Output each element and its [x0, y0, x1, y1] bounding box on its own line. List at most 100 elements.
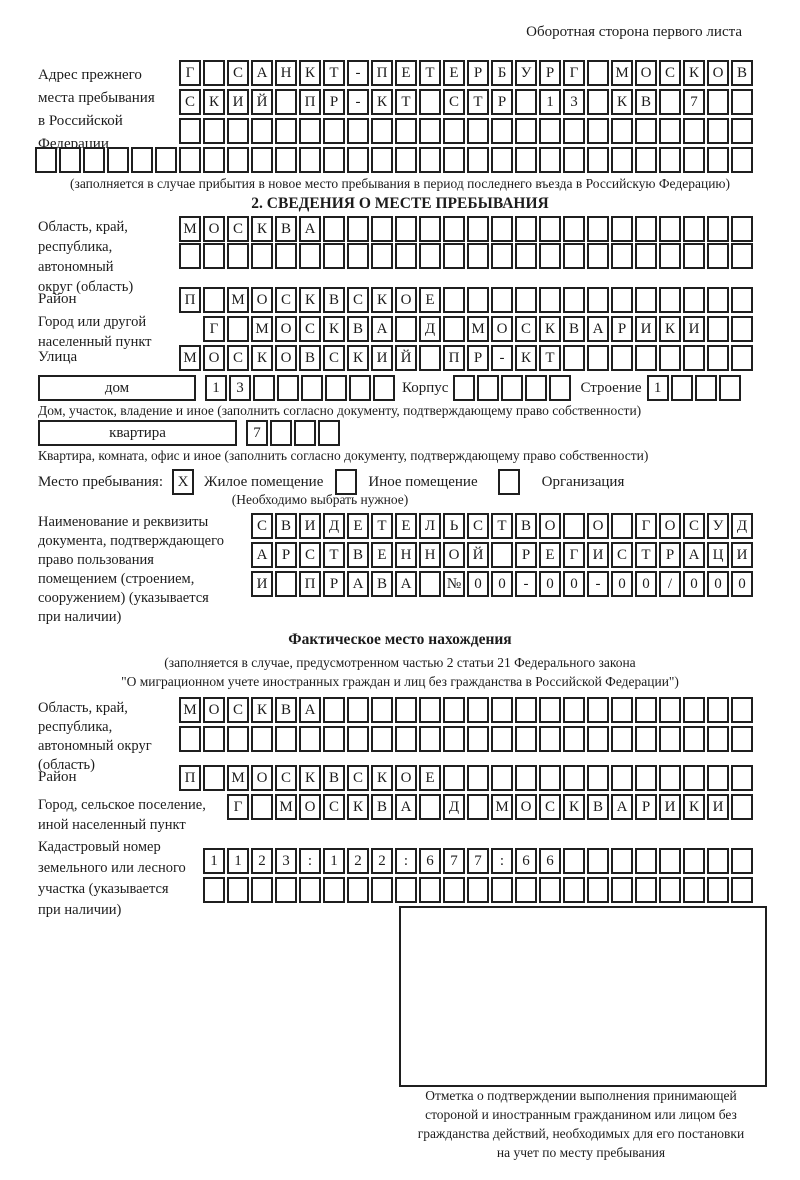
char-box[interactable] — [635, 287, 657, 313]
char-box[interactable] — [587, 877, 609, 903]
char-box[interactable] — [563, 345, 585, 371]
char-box[interactable] — [635, 147, 657, 173]
char-box[interactable]: В — [323, 287, 345, 313]
char-box[interactable] — [275, 877, 297, 903]
char-box[interactable]: С — [251, 513, 273, 539]
char-box[interactable]: О — [203, 345, 225, 371]
char-box[interactable] — [251, 118, 273, 144]
char-box[interactable]: П — [443, 345, 465, 371]
char-box[interactable] — [371, 697, 393, 723]
char-box[interactable]: Р — [491, 89, 513, 115]
char-box[interactable]: С — [275, 287, 297, 313]
char-box[interactable]: М — [179, 345, 201, 371]
char-box[interactable]: К — [563, 794, 585, 820]
char-box[interactable] — [563, 877, 585, 903]
char-box[interactable] — [731, 316, 753, 342]
char-box[interactable] — [587, 726, 609, 752]
char-box[interactable] — [371, 877, 393, 903]
char-box[interactable] — [539, 726, 561, 752]
char-box[interactable] — [227, 147, 249, 173]
char-box[interactable]: Н — [275, 60, 297, 86]
char-box[interactable] — [419, 118, 441, 144]
char-box[interactable] — [347, 216, 369, 242]
char-box[interactable] — [515, 726, 537, 752]
char-box[interactable]: Й — [395, 345, 417, 371]
char-box[interactable]: Р — [275, 542, 297, 568]
char-box[interactable] — [395, 877, 417, 903]
char-box[interactable] — [731, 243, 753, 269]
char-box[interactable] — [707, 287, 729, 313]
char-box[interactable]: : — [491, 848, 513, 874]
char-box[interactable]: К — [539, 316, 561, 342]
char-box[interactable] — [563, 726, 585, 752]
char-box[interactable] — [683, 216, 705, 242]
char-box[interactable]: А — [587, 316, 609, 342]
char-box[interactable]: С — [467, 513, 489, 539]
char-box[interactable]: С — [443, 89, 465, 115]
char-box[interactable] — [275, 571, 297, 597]
char-box[interactable]: А — [611, 794, 633, 820]
char-box[interactable]: Р — [515, 542, 537, 568]
char-box[interactable]: О — [515, 794, 537, 820]
char-box[interactable]: О — [203, 697, 225, 723]
char-box[interactable] — [731, 216, 753, 242]
char-box[interactable] — [203, 765, 225, 791]
apartment-number-cells[interactable]: 7 — [246, 420, 340, 446]
char-box[interactable] — [683, 147, 705, 173]
char-box[interactable] — [277, 375, 299, 401]
char-box[interactable]: Н — [395, 542, 417, 568]
char-box[interactable] — [203, 243, 225, 269]
char-box[interactable] — [301, 375, 323, 401]
char-box[interactable] — [373, 375, 395, 401]
char-box[interactable] — [323, 147, 345, 173]
char-box[interactable] — [467, 147, 489, 173]
char-box[interactable] — [491, 243, 513, 269]
cadastre-row-2[interactable] — [203, 877, 753, 903]
char-box[interactable]: С — [299, 316, 321, 342]
char-box[interactable] — [501, 375, 524, 401]
char-box[interactable] — [443, 726, 465, 752]
char-box[interactable]: 2 — [371, 848, 393, 874]
char-box[interactable] — [491, 147, 513, 173]
char-box[interactable]: О — [299, 794, 321, 820]
char-box[interactable]: Т — [419, 60, 441, 86]
char-box[interactable] — [179, 118, 201, 144]
char-box[interactable] — [635, 118, 657, 144]
char-box[interactable] — [683, 287, 705, 313]
char-box[interactable]: О — [659, 513, 681, 539]
stay-type-checkbox-other[interactable] — [335, 469, 358, 495]
stroenie-cells[interactable]: 1 — [646, 375, 741, 401]
char-box[interactable] — [395, 243, 417, 269]
char-box[interactable] — [371, 216, 393, 242]
char-box[interactable] — [587, 118, 609, 144]
char-box[interactable]: М — [467, 316, 489, 342]
char-box[interactable] — [563, 848, 585, 874]
char-box[interactable]: В — [347, 316, 369, 342]
char-box[interactable] — [707, 118, 729, 144]
char-box[interactable] — [443, 316, 465, 342]
char-box[interactable] — [731, 794, 753, 820]
char-box[interactable]: С — [227, 345, 249, 371]
char-box[interactable] — [203, 877, 225, 903]
char-box[interactable] — [731, 877, 753, 903]
char-box[interactable] — [611, 726, 633, 752]
char-box[interactable] — [395, 697, 417, 723]
char-box[interactable]: П — [179, 765, 201, 791]
char-box[interactable]: В — [323, 765, 345, 791]
char-box[interactable] — [467, 243, 489, 269]
char-box[interactable] — [419, 571, 441, 597]
char-box[interactable] — [491, 542, 513, 568]
char-box[interactable] — [467, 216, 489, 242]
char-box[interactable] — [419, 89, 441, 115]
char-box[interactable] — [731, 345, 753, 371]
char-box[interactable]: М — [179, 697, 201, 723]
char-box[interactable] — [467, 287, 489, 313]
char-box[interactable] — [549, 375, 572, 401]
char-box[interactable]: К — [683, 60, 705, 86]
char-box[interactable]: : — [299, 848, 321, 874]
char-box[interactable] — [707, 243, 729, 269]
char-box[interactable]: К — [371, 89, 393, 115]
